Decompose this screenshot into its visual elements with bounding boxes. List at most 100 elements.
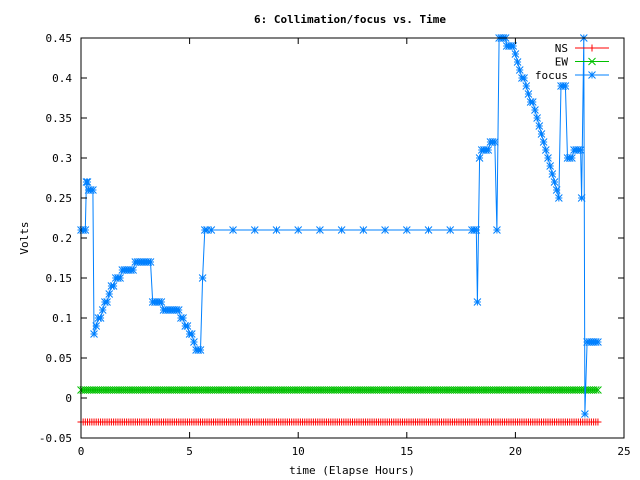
series-ns [77, 418, 602, 426]
x-tick-label: 0 [78, 445, 85, 458]
data-point [92, 322, 101, 330]
data-point [513, 58, 522, 66]
data-point [146, 258, 155, 266]
data-point [294, 226, 303, 234]
x-axis-label: time (Elapse Hours) [289, 464, 415, 477]
data-point [337, 226, 346, 234]
legend-label-focus: focus [535, 69, 568, 82]
data-point [472, 226, 481, 234]
legend-marker-ns [588, 44, 596, 52]
y-tick-label: 0.05 [46, 352, 73, 365]
data-point [544, 154, 552, 162]
data-point [475, 154, 484, 162]
y-tick-label: 0.4 [52, 72, 72, 85]
y-tick-label: 0.2 [52, 232, 72, 245]
data-point [554, 194, 563, 202]
data-point [179, 314, 187, 322]
data-point [116, 274, 124, 282]
data-point [105, 290, 114, 298]
data-point [535, 122, 544, 130]
data-point [552, 186, 561, 194]
data-point [446, 226, 455, 234]
data-point [581, 410, 589, 418]
data-point [528, 98, 537, 106]
data-point [524, 90, 533, 98]
data-point [531, 106, 539, 114]
data-point [424, 226, 433, 234]
data-point [109, 282, 118, 290]
data-point [98, 306, 107, 314]
data-point [533, 114, 541, 122]
data-point [272, 226, 281, 234]
data-point [594, 386, 602, 394]
y-tick-label: -0.05 [39, 432, 72, 445]
data-point [196, 346, 205, 354]
y-axis-label: Volts [18, 221, 31, 254]
y-tick-label: 0 [65, 392, 72, 405]
data-point [359, 226, 368, 234]
chart-title: 6: Collimation/focus vs. Time [254, 13, 446, 26]
data-point [539, 138, 548, 146]
data-point [103, 298, 111, 306]
data-point [157, 298, 166, 306]
y-tick-label: 0.3 [52, 152, 72, 165]
data-point [89, 186, 97, 194]
data-point [520, 74, 528, 82]
data-point [183, 322, 192, 330]
data-point [207, 226, 216, 234]
data-point [402, 226, 411, 234]
data-point [537, 130, 546, 138]
y-tick-label: 0.45 [46, 32, 73, 45]
data-point [490, 138, 499, 146]
legend-label-ew: EW [555, 56, 569, 69]
data-point [229, 226, 237, 234]
y-tick-label: 0.35 [46, 112, 73, 125]
data-point [548, 170, 557, 178]
x-tick-label: 5 [186, 445, 193, 458]
data-point [187, 330, 196, 338]
legend-marker-ew [588, 57, 596, 66]
y-tick-label: 0.1 [52, 312, 72, 325]
data-point [90, 330, 98, 338]
data-point [250, 226, 259, 234]
data-point [381, 226, 389, 234]
data-point [484, 146, 493, 154]
data-point [550, 178, 559, 186]
data-point [594, 418, 602, 426]
data-point [577, 194, 586, 202]
y-tick-label: 0.15 [46, 272, 73, 285]
legend-marker-focus [588, 71, 596, 79]
data-point [522, 82, 531, 90]
data-point [511, 50, 520, 58]
data-point [576, 146, 585, 154]
data-point [473, 298, 482, 306]
data-point [316, 226, 324, 234]
series-ew [77, 386, 602, 394]
data-point [83, 178, 92, 186]
data-point [561, 82, 570, 90]
x-tick-label: 15 [400, 445, 413, 458]
data-point [541, 146, 550, 154]
data-point [96, 314, 105, 322]
data-point [509, 42, 518, 50]
data-point [594, 338, 602, 346]
data-point [81, 226, 90, 234]
x-tick-label: 25 [617, 445, 630, 458]
data-point [203, 226, 211, 234]
data-point [493, 226, 501, 234]
data-point [198, 274, 207, 282]
axes-layer: 0 5 10 15 20 25 -0.05 0 0.05 0.1 0.15 0.2 0.25 0.3 0.3… [39, 32, 631, 458]
data-point [591, 386, 600, 394]
y-tick-label: 0.25 [46, 192, 73, 205]
data-point [174, 306, 183, 314]
x-tick-label: 10 [292, 445, 305, 458]
x-tick-label: 20 [509, 445, 522, 458]
data-point [129, 266, 137, 274]
data-point [568, 154, 576, 162]
data-point [190, 338, 198, 346]
data-point [546, 162, 555, 170]
data-point [515, 66, 524, 74]
